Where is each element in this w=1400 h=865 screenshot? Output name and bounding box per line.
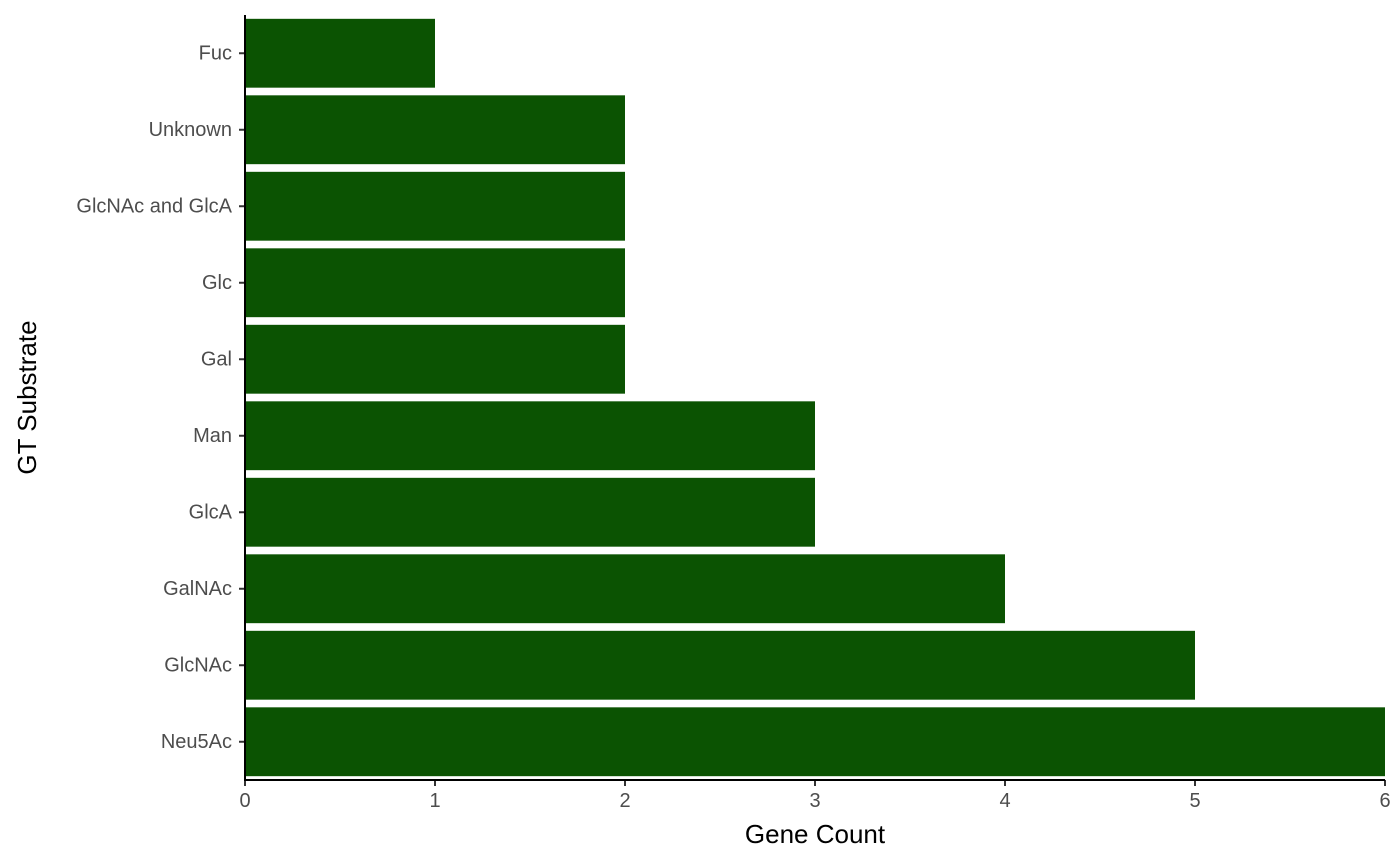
y-tick-label: Gal (201, 348, 232, 370)
bar-glca (245, 477, 815, 547)
x-tick-label: 2 (619, 790, 630, 812)
bar-glc (245, 248, 625, 318)
y-tick-label: Fuc (199, 42, 232, 64)
bar-glcnac (245, 630, 1195, 700)
bar-galnac (245, 554, 1005, 624)
bar-glcnac-and-glca (245, 171, 625, 241)
x-tick-label: 1 (429, 790, 440, 812)
y-tick-label: GlcA (189, 501, 233, 523)
y-tick-label: Unknown (149, 119, 232, 141)
bar-unknown (245, 95, 625, 165)
y-axis-ticks: Fuc Unknown GlcNAc and GlcA Glc Gal Man GlcA Ga… (76, 42, 245, 753)
x-tick-label: 5 (1189, 790, 1200, 812)
x-tick-label: 6 (1379, 790, 1390, 812)
y-tick-label: Glc (202, 272, 232, 294)
bar-gal (245, 324, 625, 394)
bar-neu5ac (245, 707, 1385, 777)
y-tick-label: GlcNAc and GlcA (76, 195, 232, 217)
y-axis-title: GT Substrate (12, 320, 42, 474)
x-axis-ticks: 0 1 2 3 4 5 6 (239, 780, 1391, 812)
bar-man (245, 401, 815, 471)
x-tick-label: 3 (809, 790, 820, 812)
y-tick-label: Neu5Ac (161, 731, 232, 753)
y-tick-label: GalNAc (163, 578, 232, 600)
x-tick-label: 0 (239, 790, 250, 812)
x-tick-label: 4 (999, 790, 1010, 812)
x-axis-title: Gene Count (745, 819, 886, 849)
bar-fuc (245, 18, 435, 88)
y-tick-label: GlcNAc (164, 654, 232, 676)
y-tick-label: Man (193, 425, 232, 447)
bars-group (245, 18, 1385, 777)
